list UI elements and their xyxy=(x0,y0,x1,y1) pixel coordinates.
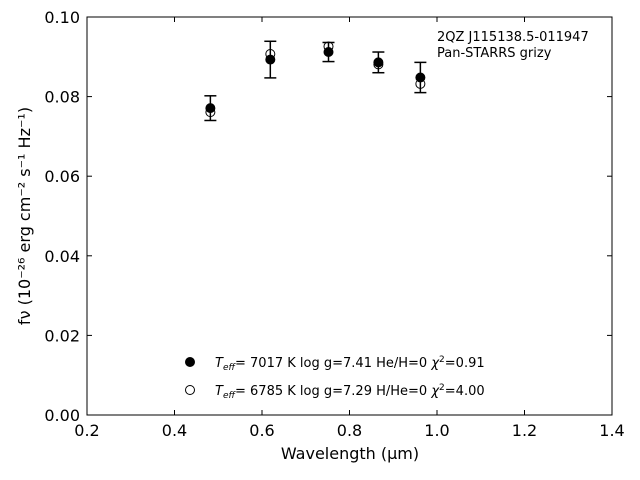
x-tick-label: 1.2 xyxy=(512,421,537,440)
annotation-survey: Pan-STARRS grizy xyxy=(437,46,552,61)
data-marks xyxy=(204,40,427,122)
model-point-filled xyxy=(205,103,216,114)
y-tick-label: 0.00 xyxy=(44,406,80,425)
y-tick-label: 0.04 xyxy=(44,247,80,266)
legend-label-1: Teff= 7017 K log g=7.41 He/H=0 χ2=0.91 xyxy=(215,355,485,373)
x-axis-label: Wavelength (μm) xyxy=(281,444,419,463)
x-tick-label: 0.6 xyxy=(249,421,274,440)
model-point-filled xyxy=(265,54,276,65)
annotation-object-name: 2QZ J115138.5-011947 xyxy=(437,30,589,45)
model-point-filled xyxy=(373,57,384,68)
y-tick-label: 0.02 xyxy=(44,326,80,345)
model-point-filled xyxy=(323,47,334,58)
ticks: 0.2 0.4 0.6 0.8 1.0 1.2 1.4 0.00 0.02 0.04 0.06 0.0… xyxy=(44,8,624,440)
x-tick-label: 0.4 xyxy=(162,421,187,440)
y-tick-label: 0.10 xyxy=(44,8,80,27)
model-point-filled xyxy=(415,72,426,83)
x-tick-label: 1.0 xyxy=(424,421,449,440)
legend-marker-open xyxy=(185,385,195,395)
x-tick-label: 0.8 xyxy=(337,421,362,440)
y-tick-label: 0.06 xyxy=(44,167,80,186)
legend: Teff= 7017 K log g=7.41 He/H=0 χ2=0.91 T… xyxy=(185,355,485,401)
legend-marker-filled xyxy=(185,357,195,367)
x-tick-label: 1.4 xyxy=(599,421,624,440)
y-axis-label: fν (10⁻²⁶ erg cm⁻² s⁻¹ Hz⁻¹) xyxy=(15,107,34,325)
x-tick-label: 0.2 xyxy=(74,421,99,440)
y-tick-label: 0.08 xyxy=(44,88,80,107)
legend-label-2: Teff= 6785 K log g=7.29 H/He=0 χ2=4.00 xyxy=(215,383,485,401)
